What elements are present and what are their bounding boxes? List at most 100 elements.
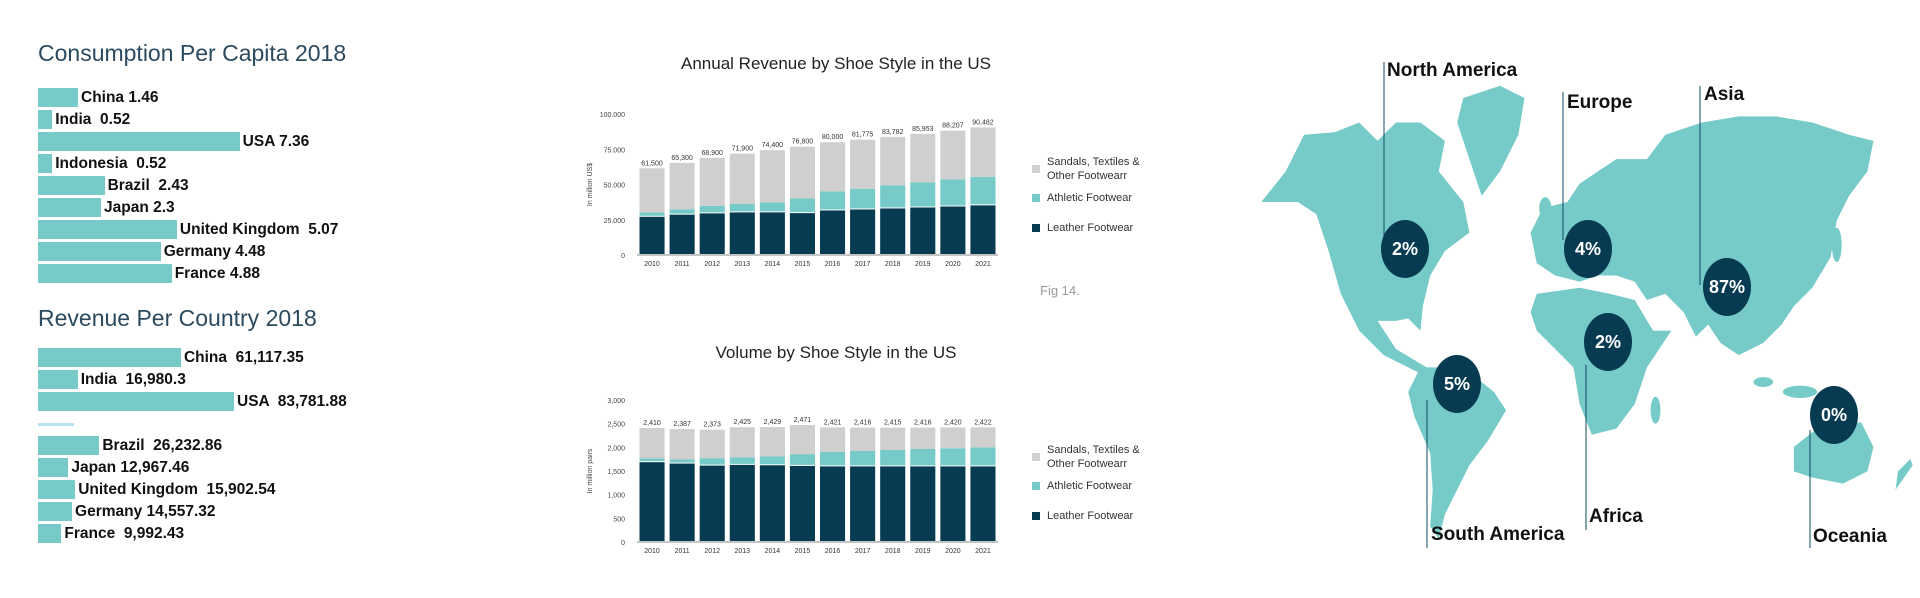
bar-segment	[759, 427, 785, 457]
legend-label: Leather Footwear	[1047, 222, 1134, 234]
bar-total-label: 85,953	[912, 126, 934, 133]
bar-total-label: 80,000	[822, 134, 844, 141]
x-tick-label: 2020	[945, 261, 961, 268]
bar-label: China 61,117.35	[183, 349, 304, 366]
eurasia-shape	[1530, 116, 1874, 356]
bar-total-label: 2,410	[643, 420, 661, 427]
x-tick-label: 2018	[885, 548, 901, 555]
y-tick-label: 50.000	[604, 183, 626, 190]
bar-segment	[940, 466, 966, 541]
madagascar-shape	[1650, 396, 1661, 424]
x-tick-label: 2013	[735, 261, 751, 268]
y-tick-label: 0	[621, 540, 625, 547]
bar-total-label: 61,500	[641, 160, 663, 167]
bar-segment	[729, 212, 755, 254]
legend-swatch	[1032, 194, 1040, 202]
bar-label: Indonesia 0.52	[55, 155, 167, 172]
bar-segment	[639, 168, 665, 213]
bar	[38, 480, 76, 499]
x-tick-label: 2015	[795, 548, 811, 555]
bar-segment	[820, 427, 846, 452]
divider	[38, 423, 74, 426]
bar-segment	[820, 466, 846, 541]
bar	[38, 502, 73, 521]
bar	[38, 436, 100, 455]
bar-total-label: 2,425	[734, 419, 752, 426]
bar	[38, 242, 161, 261]
bar-segment	[850, 139, 876, 189]
bar-segment	[789, 213, 815, 254]
y-tick-label: 2,000	[607, 445, 625, 452]
new-zealand-shape	[1895, 459, 1913, 490]
x-tick-label: 2015	[795, 261, 811, 268]
bar-segment	[910, 182, 936, 207]
bar-segment	[970, 427, 996, 448]
bar-total-label: 76,800	[792, 139, 814, 146]
bar-segment	[639, 212, 665, 216]
bar	[38, 132, 240, 151]
bar-label: United Kingdom 5.07	[179, 221, 339, 238]
bar-label: France 4.88	[174, 265, 261, 282]
y-axis-label: In million pairs	[587, 448, 594, 493]
north-america-shape	[1261, 122, 1470, 374]
bar-segment	[850, 451, 876, 466]
bar-segment	[699, 429, 725, 459]
bar-segment	[759, 456, 785, 465]
bar-segment	[880, 208, 906, 254]
bar-segment	[880, 427, 906, 450]
bar-total-label: 83,782	[882, 129, 904, 136]
bar	[38, 154, 53, 173]
bar-segment	[970, 205, 996, 254]
japan-shape	[1831, 227, 1842, 263]
bar-label: France 9,992.43	[64, 525, 185, 542]
bar-total-label: 65,300	[671, 155, 693, 162]
indonesia-shape	[1782, 385, 1818, 398]
region-label-europe: Europe	[1567, 92, 1633, 113]
bar-segment	[669, 214, 695, 254]
legend-label: Sandals, Textiles & Other Footwearr	[1047, 156, 1140, 182]
bar-segment	[940, 427, 966, 449]
region-label-south-america: South America	[1431, 524, 1565, 545]
bar-label: USA 83,781.88	[237, 393, 347, 410]
figure-caption: Fig 14.	[1040, 283, 1080, 298]
bar-label: Brazil 2.43	[107, 177, 189, 194]
x-tick-label: 2016	[825, 261, 841, 268]
bar-label: United Kingdom 15,902.54	[78, 481, 276, 498]
legend-label: Athletic Footwear	[1047, 192, 1132, 204]
bar-segment	[850, 427, 876, 452]
region-label-north-america: North America	[1387, 60, 1518, 81]
legend-swatch	[1032, 453, 1040, 461]
bar-segment	[759, 465, 785, 541]
bar-label: Japan 12,967.46	[71, 459, 190, 476]
bar-total-label: 2,421	[824, 419, 842, 426]
y-tick-label: 3,000	[607, 398, 625, 405]
bar-segment	[639, 216, 665, 254]
y-tick-label: 1,000	[607, 493, 625, 500]
bar-total-label: 2,387	[673, 421, 691, 428]
bar	[38, 264, 172, 283]
x-tick-label: 2020	[945, 548, 961, 555]
y-tick-label: 75.000	[604, 147, 626, 154]
bar-segment	[820, 142, 846, 192]
bar	[38, 370, 78, 389]
uk-shape	[1539, 197, 1552, 220]
bar-segment	[789, 454, 815, 465]
bar-segment	[880, 466, 906, 541]
bar-total-label: 2,416	[854, 420, 872, 427]
x-tick-label: 2021	[975, 548, 991, 555]
greenland-shape	[1457, 85, 1525, 196]
bar	[38, 392, 234, 411]
bar-label: India 0.52	[55, 111, 131, 128]
bar-label: Germany 14,557.32	[75, 503, 216, 520]
bar-total-label: 2,416	[914, 420, 932, 427]
x-tick-label: 2018	[885, 261, 901, 268]
bar-total-label: 2,415	[884, 420, 902, 427]
bar	[38, 524, 62, 543]
bar-segment	[910, 466, 936, 541]
bar-segment	[759, 212, 785, 254]
y-tick-label: 2,500	[607, 422, 625, 429]
bar-segment	[970, 127, 996, 178]
south-america-shape	[1408, 367, 1507, 539]
x-tick-label: 2012	[704, 548, 720, 555]
bar-label: Brazil 26,232.86	[102, 437, 223, 454]
